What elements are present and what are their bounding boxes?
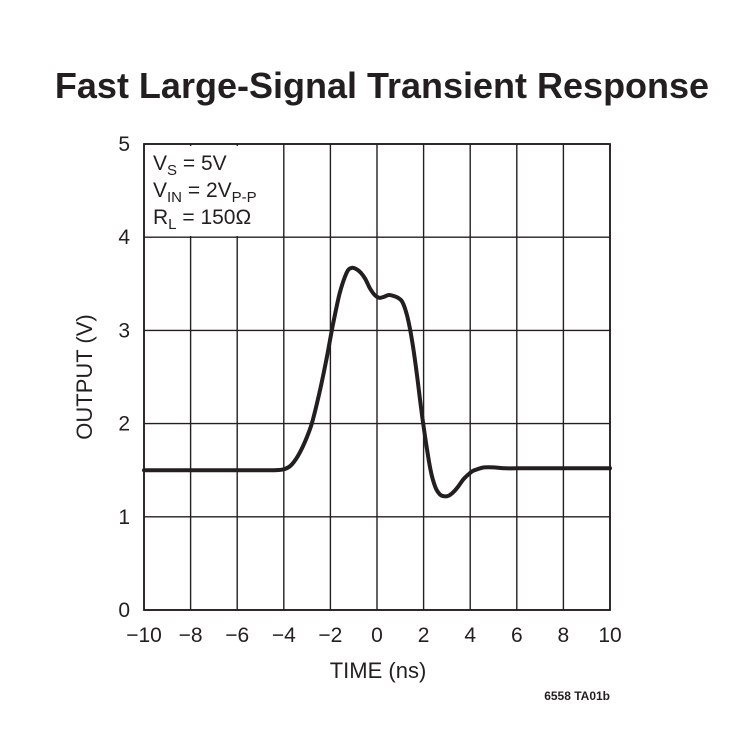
annotation-rl: RL = 150Ω <box>153 206 251 233</box>
annotation-vin: VIN = 2VP-P <box>153 179 257 206</box>
y-tick-label: 2 <box>118 413 130 436</box>
annotation-box <box>146 146 272 236</box>
x-tick-label: −4 <box>272 624 296 647</box>
x-tick-label: −6 <box>225 624 249 647</box>
x-tick-label: 6 <box>511 624 523 647</box>
x-tick-labels: −10 −8 −6 −4 −2 0 2 4 6 8 10 <box>126 624 621 647</box>
y-tick-label: 5 <box>118 133 130 156</box>
y-tick-label: 4 <box>118 226 130 249</box>
chart-title: Fast Large-Signal Transient Response <box>55 65 709 106</box>
x-tick-label: 8 <box>558 624 570 647</box>
y-tick-labels: 0 1 2 3 4 5 <box>118 133 130 622</box>
annotation-vs: VS = 5V <box>153 152 227 179</box>
x-axis-label: TIME (ns) <box>330 658 427 683</box>
figure-id: 6558 TA01b <box>544 689 610 703</box>
x-tick-label: 10 <box>598 624 621 647</box>
x-tick-label: 0 <box>371 624 383 647</box>
x-tick-label: 4 <box>464 624 476 647</box>
plot-frame <box>143 143 611 611</box>
y-tick-label: 0 <box>118 599 130 622</box>
output-trace <box>142 265 612 499</box>
y-axis-label: OUTPUT (V) <box>72 314 97 439</box>
x-tick-label: −8 <box>179 624 203 647</box>
y-tick-label: 3 <box>118 319 130 342</box>
x-tick-label: 2 <box>418 624 430 647</box>
y-tick-label: 1 <box>118 506 130 529</box>
x-tick-label: −2 <box>318 624 342 647</box>
x-tick-label: −10 <box>126 624 162 647</box>
